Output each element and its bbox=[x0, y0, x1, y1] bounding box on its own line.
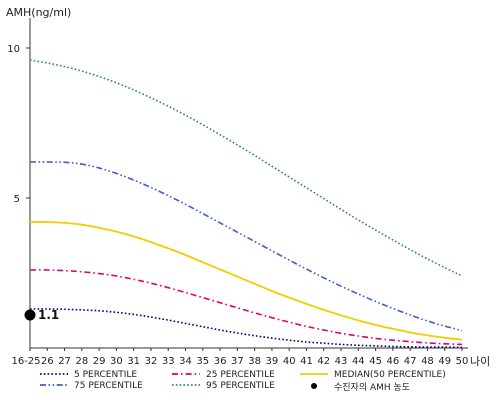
x-tick-label: 16-25 bbox=[11, 356, 40, 367]
patient-marker: 1.1 bbox=[24, 308, 59, 322]
y-ticks: 5 10 bbox=[7, 44, 30, 205]
x-tick-label: 47 bbox=[404, 356, 417, 367]
patient-marker-dot bbox=[24, 309, 36, 321]
x-tick-label: 49 bbox=[438, 356, 451, 367]
legend-label: 5 PERCENTILE bbox=[74, 370, 137, 380]
x-tick-label: 31 bbox=[127, 356, 140, 367]
x-tick-label: 42 bbox=[317, 356, 330, 367]
series-line-0 bbox=[29, 308, 463, 349]
x-tick-label: 45 bbox=[369, 356, 382, 367]
x-axis-title: 나이 bbox=[470, 355, 490, 368]
patient-marker-label: 1.1 bbox=[38, 308, 59, 322]
x-tick-label: 36 bbox=[214, 356, 227, 367]
x-tick-label: 43 bbox=[335, 356, 348, 367]
x-tick-label: 38 bbox=[248, 356, 261, 367]
x-tick-label: 40 bbox=[283, 356, 296, 367]
x-tick-label: 44 bbox=[352, 356, 365, 367]
x-tick-label: 41 bbox=[300, 356, 313, 367]
legend-marker-swatch bbox=[311, 383, 317, 389]
legend-label: 75 PERCENTILE bbox=[74, 381, 143, 391]
x-ticks: 16-25 26 27 28 29 30 31 32 33 34 35 36 37 38 39 40 41 42 4… bbox=[11, 348, 468, 367]
legend-label: 95 PERCENTILE bbox=[206, 381, 275, 391]
y-tick-label: 10 bbox=[7, 44, 20, 55]
x-tick-label: 33 bbox=[162, 356, 175, 367]
x-tick-label: 39 bbox=[266, 356, 279, 367]
x-tick-label: 28 bbox=[75, 356, 88, 367]
x-tick-label: 46 bbox=[387, 356, 400, 367]
series-line-4 bbox=[29, 59, 463, 277]
x-tick-label: 35 bbox=[196, 356, 209, 367]
series-line-2 bbox=[29, 221, 463, 341]
x-tick-label: 26 bbox=[41, 356, 54, 367]
x-tick-label: 29 bbox=[93, 356, 106, 367]
legend-label: 25 PERCENTILE bbox=[206, 370, 275, 380]
x-tick-label: 32 bbox=[145, 356, 158, 367]
y-tick-label: 5 bbox=[14, 194, 20, 205]
x-tick-label: 34 bbox=[179, 356, 192, 367]
x-tick-label: 37 bbox=[231, 356, 244, 367]
series-line-3 bbox=[29, 161, 463, 332]
y-axis-title: AMH(ng/ml) bbox=[6, 6, 71, 19]
legend-label: MEDIAN(50 PERCENTILE) bbox=[334, 370, 446, 380]
series-lines bbox=[29, 59, 463, 349]
legend-marker-label: 수진자의 AMH 농도 bbox=[334, 382, 410, 393]
x-tick-label: 30 bbox=[110, 356, 123, 367]
x-tick-label: 50 bbox=[456, 356, 469, 367]
legend: 5 PERCENTILE 25 PERCENTILE MEDIAN(50 PERCE… bbox=[40, 370, 446, 393]
x-tick-label: 48 bbox=[421, 356, 434, 367]
x-tick-label: 27 bbox=[58, 356, 71, 367]
series-line-1 bbox=[29, 269, 463, 346]
